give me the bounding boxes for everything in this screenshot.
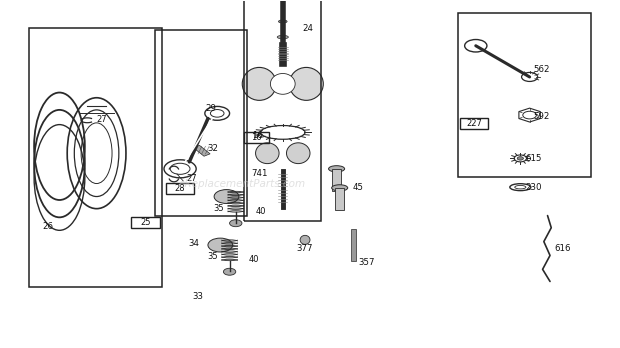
Text: 40: 40 xyxy=(249,255,260,264)
Text: 35: 35 xyxy=(213,204,224,213)
Bar xyxy=(193,145,210,156)
Text: 562: 562 xyxy=(534,65,550,74)
Text: 34: 34 xyxy=(188,239,199,248)
Bar xyxy=(458,13,591,177)
Text: 357: 357 xyxy=(358,258,375,267)
Bar xyxy=(352,229,356,261)
Text: 24: 24 xyxy=(303,24,314,33)
Bar xyxy=(156,30,247,216)
Text: 615: 615 xyxy=(526,154,542,163)
Text: 741: 741 xyxy=(251,169,267,179)
Bar xyxy=(244,132,268,143)
Circle shape xyxy=(517,157,523,160)
Text: 35: 35 xyxy=(207,252,218,261)
Text: 32: 32 xyxy=(207,143,218,152)
Text: 33: 33 xyxy=(192,292,203,301)
Circle shape xyxy=(208,238,232,252)
Ellipse shape xyxy=(270,73,295,94)
Text: 27: 27 xyxy=(186,174,197,183)
Text: 29: 29 xyxy=(206,104,216,113)
Bar xyxy=(244,0,321,221)
Text: 26: 26 xyxy=(42,222,53,231)
Circle shape xyxy=(214,190,239,204)
Text: 27: 27 xyxy=(96,115,107,124)
Ellipse shape xyxy=(290,68,323,100)
Ellipse shape xyxy=(242,68,277,100)
Ellipse shape xyxy=(329,166,345,172)
Text: 230: 230 xyxy=(526,183,542,192)
Ellipse shape xyxy=(332,185,348,191)
Text: 40: 40 xyxy=(255,207,266,216)
Text: 45: 45 xyxy=(353,183,364,192)
Bar xyxy=(335,188,344,211)
Ellipse shape xyxy=(300,235,310,244)
Text: 616: 616 xyxy=(554,244,570,253)
Bar xyxy=(29,29,162,287)
Ellipse shape xyxy=(277,35,288,39)
Bar xyxy=(167,183,193,194)
Ellipse shape xyxy=(278,20,287,23)
Text: 377: 377 xyxy=(297,244,313,253)
Text: 16: 16 xyxy=(251,133,262,142)
Bar xyxy=(459,118,488,129)
Circle shape xyxy=(229,220,242,227)
Bar xyxy=(332,169,341,191)
Text: eReplacementParts.com: eReplacementParts.com xyxy=(179,180,306,189)
Text: 25: 25 xyxy=(140,218,151,227)
Ellipse shape xyxy=(286,143,310,164)
Text: 16: 16 xyxy=(252,132,263,140)
Ellipse shape xyxy=(255,143,279,164)
Text: 592: 592 xyxy=(534,112,550,121)
Text: 28: 28 xyxy=(175,184,185,193)
Circle shape xyxy=(223,268,236,275)
Text: 227: 227 xyxy=(466,119,482,128)
Bar xyxy=(131,217,161,228)
